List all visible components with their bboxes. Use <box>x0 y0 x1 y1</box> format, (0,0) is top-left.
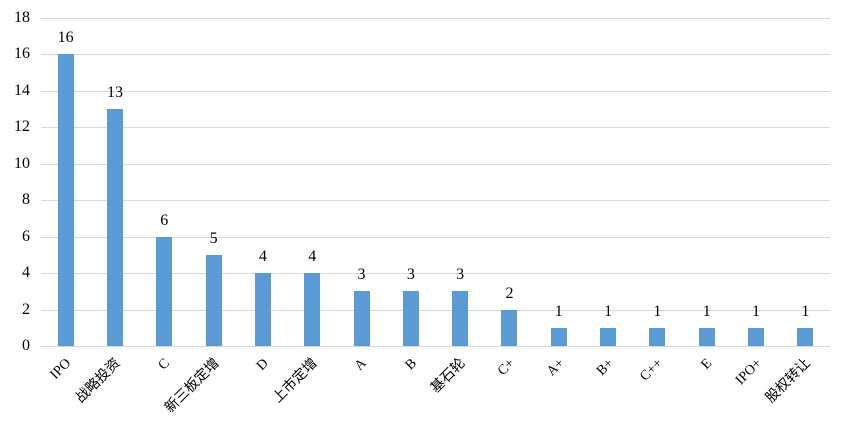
x-axis-category-label: E <box>698 356 716 373</box>
bar-slot: 4 上市定增 <box>271 18 337 407</box>
x-axis-category-label: 上市定增 <box>270 356 321 407</box>
gridline <box>41 273 830 275</box>
gridline <box>41 163 830 165</box>
bar-slot: 3 基石轮 <box>428 18 485 396</box>
gridline <box>41 90 830 92</box>
bar-slot: 1 IPO+ <box>731 18 780 388</box>
bar-slot: 1 股权转让 <box>764 18 830 406</box>
y-axis-tick-label: 4 <box>22 264 30 282</box>
bar <box>402 291 419 346</box>
y-axis-tick-label: 0 <box>22 337 30 354</box>
bar <box>550 327 567 346</box>
x-axis-category-label: 股权转让 <box>763 356 814 407</box>
bar <box>156 236 173 346</box>
bar-value-label: 3 <box>406 266 415 284</box>
bar-value-label: 6 <box>160 211 169 229</box>
bar <box>600 327 617 346</box>
bar-value-label: 5 <box>209 229 218 247</box>
bar <box>254 273 271 346</box>
bar <box>698 327 715 346</box>
bar <box>205 254 222 346</box>
y-axis: 0 2 4 6 8 10 12 14 16 18 <box>0 10 30 354</box>
bar-slot: 16 IPO <box>41 18 90 383</box>
y-axis-tick-label: 12 <box>14 118 30 136</box>
bar-value-label: 4 <box>308 248 317 266</box>
y-axis-tick-label: 16 <box>14 45 30 63</box>
y-axis-tick-label: 2 <box>22 300 30 318</box>
bar <box>748 327 765 346</box>
y-axis-tick-label: 10 <box>14 154 30 172</box>
x-axis-category-label: IPO+ <box>732 356 765 389</box>
x-axis-category-label: A <box>352 356 371 374</box>
bar <box>106 109 123 346</box>
x-axis-category-label: D <box>253 356 272 374</box>
bar-value-label: 16 <box>57 29 74 47</box>
bar <box>501 309 518 346</box>
x-axis-category-label: A+ <box>544 356 568 380</box>
bar-slot: 2 C+ <box>485 18 534 379</box>
bar-value-label: 1 <box>554 302 563 320</box>
gridline <box>41 200 830 202</box>
x-axis-category-label: C <box>155 356 173 374</box>
bar <box>649 327 666 346</box>
bar-value-label: 1 <box>702 302 711 320</box>
bar <box>353 291 370 346</box>
bar-slot: 13 战略投资 <box>73 18 139 407</box>
bar-slot: 1 B+ <box>583 18 632 379</box>
bar <box>57 54 74 346</box>
x-axis-category-label: 战略投资 <box>73 356 124 407</box>
x-axis-category-label: IPO <box>47 356 75 383</box>
bar-value-label: 13 <box>106 84 123 102</box>
bar <box>452 291 469 346</box>
gridline <box>41 236 830 238</box>
plot-area: 16 IPO 13 战略投资 6 C 5 新三板定增 4 D 4 上市定增 3 A 3 B 3 基石轮 2 C+ 1 A+… <box>41 18 830 416</box>
bar-slot: 5 新三板定增 <box>162 18 238 416</box>
y-axis-tick-label: 18 <box>14 9 30 26</box>
bar-value-label: 4 <box>258 248 267 266</box>
y-axis-tick-label: 14 <box>14 81 30 99</box>
bar-slot: 1 A+ <box>534 18 583 379</box>
x-axis-category-label: C+ <box>495 356 519 379</box>
bar-value-label: 1 <box>653 302 662 320</box>
gridline <box>41 127 830 129</box>
bar <box>797 327 814 346</box>
gridline <box>41 18 830 19</box>
bars-container: 16 IPO 13 战略投资 6 C 5 新三板定增 4 D 4 上市定增 3 A 3 B 3 基石轮 2 C+ 1 A+… <box>41 18 830 416</box>
bar-value-label: 3 <box>357 266 366 284</box>
bar-value-label: 1 <box>801 302 810 320</box>
x-axis-category-label: 基石轮 <box>428 356 469 397</box>
bar-value-label: 1 <box>604 302 613 320</box>
bar-value-label: 2 <box>505 284 514 302</box>
x-axis-category-label: C++ <box>637 356 667 385</box>
bar-slot: 1 C++ <box>633 18 682 384</box>
gridline <box>41 309 830 311</box>
bar-value-label: 1 <box>752 302 761 320</box>
y-axis-tick-label: 6 <box>22 227 30 245</box>
x-axis-category-label: B <box>402 356 420 374</box>
y-axis-tick-label: 8 <box>22 191 30 209</box>
gridline <box>41 54 830 56</box>
bar <box>304 273 321 346</box>
x-axis-category-label: B+ <box>593 356 617 379</box>
bar-value-label: 3 <box>456 266 465 284</box>
